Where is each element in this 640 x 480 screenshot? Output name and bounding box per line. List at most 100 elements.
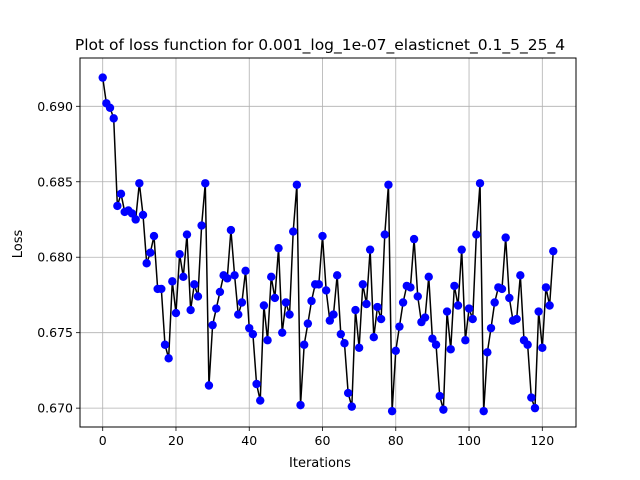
data-point — [545, 301, 554, 310]
data-point — [343, 388, 353, 398]
data-point — [179, 272, 188, 282]
data-point — [201, 179, 210, 188]
data-point — [362, 299, 371, 309]
data-point — [296, 400, 305, 410]
data-point — [157, 284, 166, 294]
data-point — [431, 340, 441, 349]
data-point — [413, 292, 422, 301]
data-point — [501, 233, 510, 242]
data-point — [329, 310, 338, 319]
data-point — [336, 329, 346, 339]
data-point — [351, 305, 360, 315]
data-point — [256, 396, 265, 405]
data-point — [197, 221, 206, 230]
data-point — [472, 230, 481, 239]
data-point — [303, 319, 313, 328]
data-point — [325, 316, 335, 325]
data-point — [464, 304, 474, 313]
data-point — [285, 310, 294, 319]
data-point — [146, 248, 155, 257]
data-point — [270, 293, 280, 303]
data-point — [479, 406, 488, 416]
data-point — [384, 180, 393, 189]
data-point — [307, 296, 316, 306]
y-tick-label: 0.680 — [37, 250, 73, 265]
loss-line — [101, 77, 555, 412]
x-axis-ticks: 0 20 40 60 80 100 120 — [99, 427, 554, 448]
data-point — [541, 283, 551, 292]
y-tick-label: 0.685 — [37, 174, 73, 189]
data-point — [230, 271, 239, 280]
data-point — [475, 179, 485, 188]
data-point — [131, 215, 140, 224]
data-point — [252, 379, 261, 389]
data-point — [435, 391, 444, 401]
data-point — [321, 286, 331, 295]
data-point — [523, 340, 532, 349]
x-tick-label: 60 — [315, 433, 331, 448]
data-point — [527, 393, 536, 402]
data-point — [442, 307, 452, 316]
data-point — [142, 259, 151, 268]
data-point — [274, 243, 283, 253]
data-point — [164, 354, 173, 363]
data-point — [245, 323, 254, 333]
data-point — [248, 329, 258, 339]
data-point — [490, 298, 499, 307]
data-point — [215, 287, 225, 297]
data-point — [171, 308, 181, 318]
data-point — [190, 280, 199, 289]
data-point — [457, 245, 466, 254]
x-axis-label: Iterations — [289, 456, 351, 471]
data-point — [259, 301, 269, 310]
data-point — [208, 320, 217, 330]
data-point — [365, 245, 375, 254]
data-point — [138, 210, 148, 220]
data-point — [380, 230, 389, 239]
data-point — [395, 322, 404, 331]
data-point — [234, 310, 243, 319]
data-point — [212, 304, 221, 313]
loss-series — [98, 73, 558, 416]
data-point — [116, 189, 126, 199]
data-point — [512, 314, 521, 324]
y-tick-label: 0.675 — [37, 325, 73, 340]
plot-frame — [79, 57, 577, 428]
data-point — [428, 334, 437, 343]
data-point — [193, 292, 203, 301]
data-point — [332, 271, 342, 280]
data-point — [369, 333, 378, 342]
data-point — [424, 272, 433, 282]
data-point — [109, 114, 118, 123]
data-point — [354, 343, 364, 352]
data-point — [538, 343, 547, 352]
data-point — [373, 302, 382, 312]
x-tick-label: 120 — [530, 433, 554, 448]
data-point — [237, 298, 247, 307]
data-point — [288, 227, 298, 236]
y-axis-label: Loss — [11, 230, 26, 259]
data-point — [314, 280, 324, 289]
data-point — [450, 281, 459, 291]
data-point — [505, 293, 514, 303]
data-point — [340, 339, 349, 348]
y-tick-label: 0.690 — [37, 99, 73, 114]
data-point — [486, 323, 496, 333]
data-point — [420, 313, 430, 322]
data-point — [149, 231, 159, 241]
grid-lines — [80, 58, 576, 427]
data-point — [376, 314, 386, 324]
data-point — [358, 280, 368, 289]
data-point — [446, 345, 455, 354]
data-point — [186, 305, 195, 315]
data-point — [391, 346, 400, 355]
data-point — [483, 348, 492, 357]
data-point — [263, 336, 272, 345]
data-point — [160, 340, 170, 349]
data-point — [135, 179, 144, 188]
data-point — [409, 234, 419, 244]
data-point — [241, 266, 250, 275]
data-point — [175, 249, 184, 259]
data-point — [497, 284, 507, 294]
